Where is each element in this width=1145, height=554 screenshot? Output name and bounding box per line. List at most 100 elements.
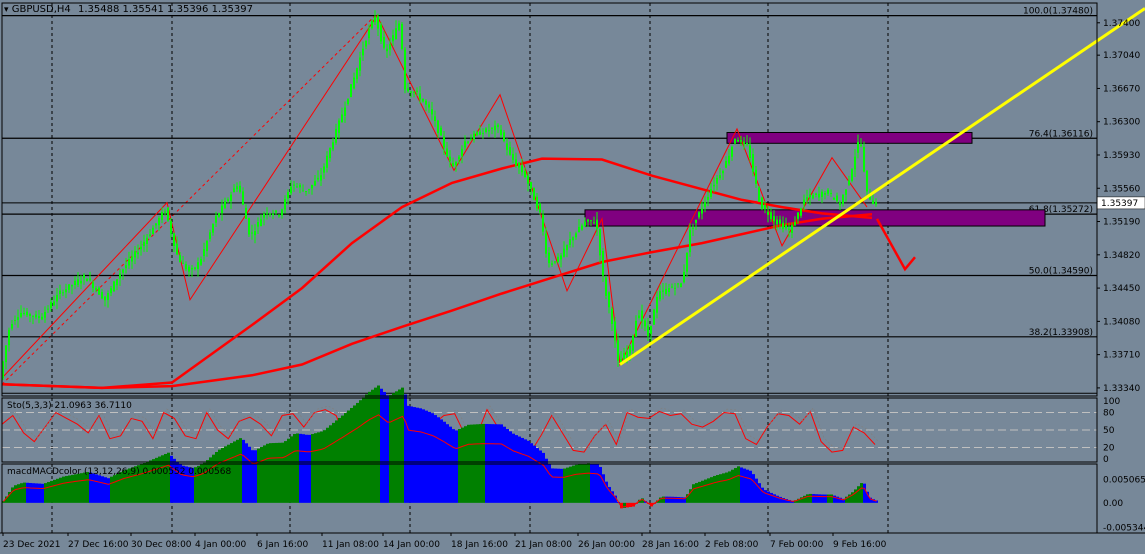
macd-bar bbox=[140, 464, 143, 503]
candle-body bbox=[335, 128, 337, 143]
candle-body bbox=[2, 361, 4, 379]
macd-bar bbox=[233, 441, 236, 503]
macd-bar bbox=[749, 470, 752, 503]
macd-bar bbox=[191, 467, 194, 503]
macd-bar bbox=[587, 463, 590, 503]
macd-bar bbox=[491, 424, 494, 503]
candle-body bbox=[461, 148, 463, 156]
candle-body bbox=[431, 109, 433, 115]
macd-bar bbox=[347, 410, 350, 503]
candle-body bbox=[497, 124, 499, 128]
candle-body bbox=[443, 136, 445, 148]
macd-bar bbox=[311, 434, 314, 503]
candle-body bbox=[101, 292, 103, 299]
candle-body bbox=[797, 212, 799, 219]
macd-bar bbox=[137, 465, 140, 503]
candle-body bbox=[395, 28, 397, 39]
candle-body bbox=[371, 21, 373, 29]
candle-body bbox=[356, 68, 358, 80]
candle-body bbox=[599, 229, 601, 256]
macd-bar bbox=[155, 457, 158, 503]
zigzag-line bbox=[1, 14, 868, 379]
candle-body bbox=[284, 198, 286, 210]
price-pane[interactable]: 100.0(1.37480) 76.4(1.36116) 61.8(1.35272)… bbox=[1, 3, 1145, 396]
candle-body bbox=[707, 196, 709, 200]
macd-bar bbox=[734, 468, 737, 503]
macd-title: macdMACDcolor (13,12,26,9) 0.000552 0.00… bbox=[7, 467, 232, 477]
macd-bar bbox=[119, 472, 122, 503]
candle-body bbox=[860, 144, 862, 146]
macd-bar bbox=[530, 443, 533, 503]
macd-bar bbox=[593, 463, 596, 503]
macd-bar bbox=[515, 435, 518, 503]
candle-body bbox=[548, 252, 550, 264]
macd-bar bbox=[812, 494, 815, 503]
macd-bar bbox=[632, 502, 635, 507]
macd-pane[interactable]: macdMACDcolor (13,12,26,9) 0.000552 0.00… bbox=[2, 385, 1145, 534]
candle-body bbox=[155, 223, 157, 226]
candle-body bbox=[152, 227, 154, 235]
candle-body bbox=[194, 267, 196, 269]
macd-bar bbox=[764, 490, 767, 503]
candle-body bbox=[554, 261, 556, 263]
candle-body bbox=[119, 273, 121, 279]
macd-bar bbox=[83, 472, 86, 503]
candle-body bbox=[236, 186, 238, 190]
stochastic-pane[interactable]: Sto(5,3,3) 21.0963 36.7110 100 80 50 20 0 bbox=[1, 397, 1120, 465]
macd-bar bbox=[161, 455, 164, 503]
candle-body bbox=[173, 233, 175, 247]
candle-body bbox=[596, 219, 598, 229]
macd-bar bbox=[143, 462, 146, 503]
macd-bar bbox=[302, 434, 305, 503]
candle-body bbox=[458, 156, 460, 160]
macd-bar bbox=[200, 464, 203, 503]
macd-bar bbox=[230, 443, 233, 503]
dropdown-icon[interactable]: ▾ bbox=[4, 5, 9, 15]
time-axis-label: 18 Jan 16:00 bbox=[451, 540, 508, 550]
macd-bar bbox=[620, 502, 623, 509]
candle-body bbox=[755, 169, 757, 184]
candle-body bbox=[302, 190, 304, 192]
macd-bar bbox=[575, 464, 578, 503]
macd-bar bbox=[596, 464, 599, 503]
moving-average-fast-line bbox=[1, 157, 873, 390]
macd-bar bbox=[287, 438, 290, 503]
macd-bar bbox=[338, 417, 341, 503]
candle-body bbox=[260, 219, 262, 226]
candle-body bbox=[332, 142, 334, 150]
candle-body bbox=[62, 292, 64, 294]
macd-bar bbox=[44, 483, 47, 503]
candle-body bbox=[638, 315, 640, 318]
candle-body bbox=[623, 353, 625, 360]
candle-body bbox=[488, 130, 490, 132]
candle-body bbox=[671, 286, 673, 288]
macd-bar bbox=[824, 494, 827, 503]
candle-body bbox=[662, 290, 664, 292]
macd-bar bbox=[659, 497, 662, 503]
stochastic-axis-label: 20 bbox=[1103, 443, 1115, 453]
candle-body bbox=[224, 201, 226, 209]
candle-body bbox=[167, 207, 169, 221]
macd-bar bbox=[344, 413, 347, 503]
candle-body bbox=[875, 202, 877, 205]
candle-body bbox=[242, 191, 244, 205]
candle-body bbox=[347, 98, 349, 105]
macd-bar bbox=[770, 492, 773, 503]
candle-body bbox=[752, 154, 754, 172]
current-price-label: 1.35397 bbox=[1101, 199, 1138, 209]
candle-body bbox=[398, 23, 400, 31]
candle-body bbox=[728, 155, 730, 164]
candle-body bbox=[680, 283, 682, 287]
macd-bar bbox=[8, 491, 11, 503]
macd-bar bbox=[65, 476, 68, 503]
price-axis-label: 1.35560 bbox=[1103, 184, 1140, 194]
candle-body bbox=[467, 141, 469, 143]
macd-bar bbox=[377, 385, 380, 503]
macd-bar bbox=[182, 465, 185, 503]
macd-bar bbox=[485, 423, 488, 503]
macd-bar bbox=[38, 483, 41, 503]
candle-body bbox=[233, 188, 235, 193]
candle-body bbox=[425, 100, 427, 105]
candle-body bbox=[644, 320, 646, 327]
